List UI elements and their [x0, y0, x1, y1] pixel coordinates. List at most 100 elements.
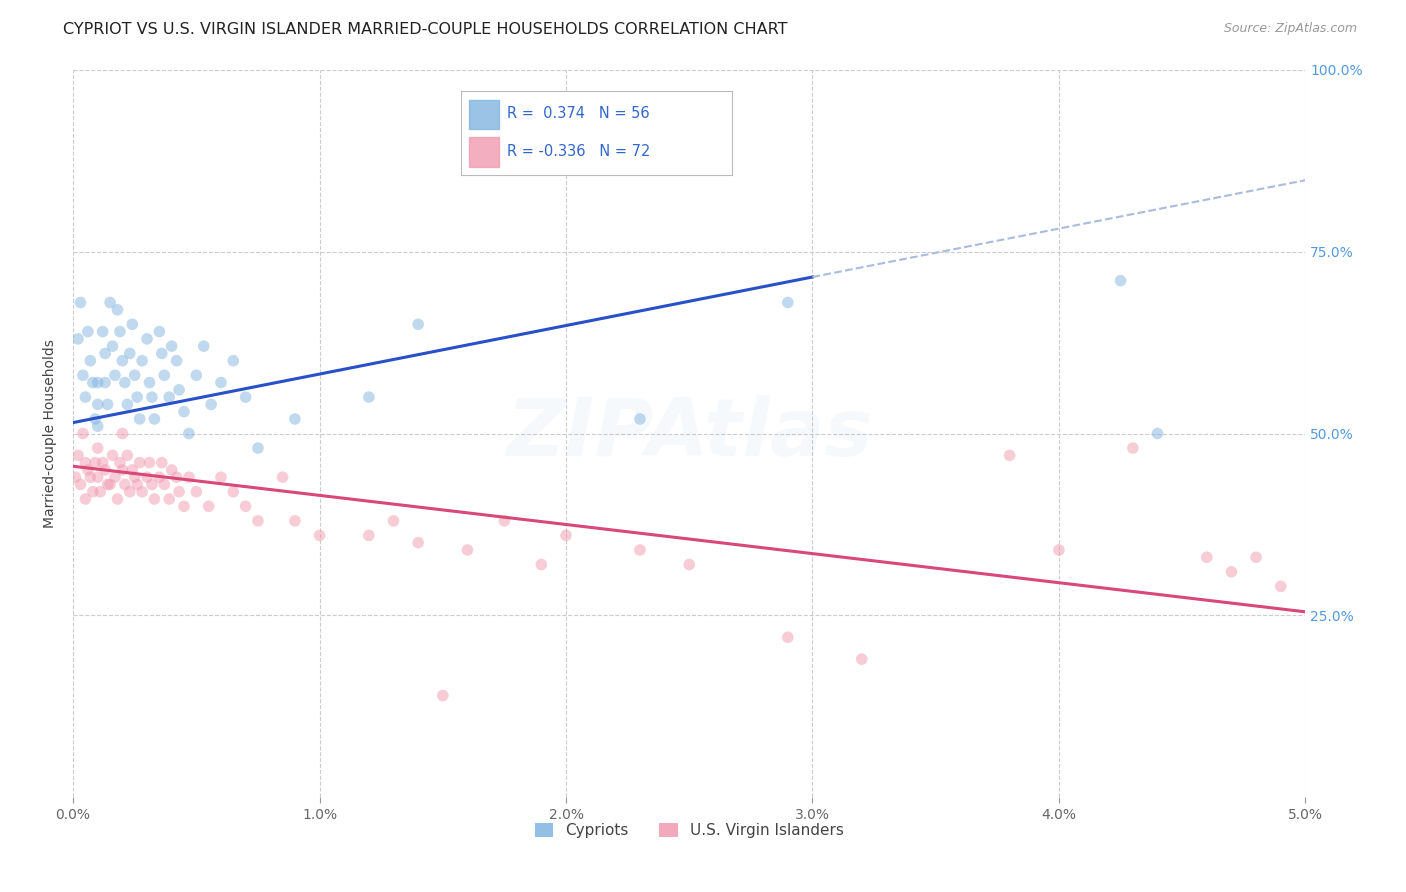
Point: [186, 368, 208, 383]
Point: [1220, 565, 1243, 579]
Point: [91, 456, 114, 470]
Point: [104, 368, 127, 383]
Point: [69, 477, 91, 491]
Point: [114, 376, 136, 390]
Point: [284, 412, 307, 426]
Point: [75, 390, 97, 404]
Point: [209, 376, 232, 390]
Point: [84, 412, 107, 426]
Point: [79, 470, 101, 484]
Point: [98, 295, 121, 310]
Point: [678, 558, 700, 572]
Point: [193, 339, 215, 353]
Point: [138, 376, 160, 390]
Y-axis label: Married-couple Households: Married-couple Households: [44, 339, 58, 528]
Point: [160, 339, 183, 353]
Point: [357, 390, 380, 404]
Point: [66, 448, 89, 462]
Point: [153, 368, 176, 383]
Point: [89, 484, 111, 499]
Point: [148, 325, 170, 339]
Point: [1270, 579, 1292, 593]
Point: [91, 325, 114, 339]
Point: [157, 491, 180, 506]
Point: [382, 514, 405, 528]
Point: [128, 456, 150, 470]
Point: [87, 470, 110, 484]
Point: [114, 477, 136, 491]
Point: [124, 368, 146, 383]
Point: [136, 470, 159, 484]
Point: [87, 419, 110, 434]
Point: [1109, 274, 1132, 288]
Point: [308, 528, 330, 542]
Point: [1146, 426, 1168, 441]
Point: [72, 368, 94, 383]
Point: [84, 456, 107, 470]
Point: [851, 652, 873, 666]
Point: [111, 426, 134, 441]
Point: [104, 470, 127, 484]
Point: [1047, 543, 1070, 558]
Point: [148, 470, 170, 484]
Point: [128, 412, 150, 426]
Point: [555, 528, 578, 542]
Point: [136, 332, 159, 346]
Point: [776, 630, 799, 644]
Point: [118, 346, 141, 360]
Point: [153, 477, 176, 491]
Point: [177, 470, 200, 484]
Point: [222, 484, 245, 499]
Point: [121, 463, 143, 477]
Point: [143, 491, 166, 506]
Point: [94, 346, 117, 360]
Point: [530, 558, 553, 572]
Point: [87, 441, 110, 455]
Point: [456, 543, 478, 558]
Text: Source: ZipAtlas.com: Source: ZipAtlas.com: [1223, 22, 1357, 36]
Point: [406, 318, 429, 332]
Point: [166, 353, 188, 368]
Point: [107, 302, 129, 317]
Point: [87, 397, 110, 411]
Point: [87, 376, 110, 390]
Point: [107, 491, 129, 506]
Point: [141, 390, 163, 404]
Point: [108, 325, 131, 339]
Point: [66, 332, 89, 346]
Point: [117, 448, 139, 462]
Point: [77, 325, 100, 339]
Point: [628, 543, 651, 558]
Point: [97, 477, 120, 491]
Point: [121, 318, 143, 332]
Point: [97, 397, 120, 411]
Point: [998, 448, 1021, 462]
Point: [200, 397, 222, 411]
Point: [131, 484, 153, 499]
Point: [117, 397, 139, 411]
Point: [271, 470, 294, 484]
Point: [79, 353, 101, 368]
Point: [150, 346, 173, 360]
Point: [82, 376, 104, 390]
Point: [75, 456, 97, 470]
Legend: Cypriots, U.S. Virgin Islanders: Cypriots, U.S. Virgin Islanders: [529, 817, 849, 845]
Point: [69, 295, 91, 310]
Point: [65, 470, 87, 484]
Text: ZIPAtlas: ZIPAtlas: [506, 394, 872, 473]
Point: [776, 295, 799, 310]
Point: [209, 470, 232, 484]
Point: [235, 500, 257, 514]
Point: [167, 484, 190, 499]
Point: [284, 514, 307, 528]
Point: [173, 500, 195, 514]
Point: [1244, 550, 1267, 565]
Point: [82, 484, 104, 499]
Point: [157, 390, 180, 404]
Point: [77, 463, 100, 477]
Point: [494, 514, 516, 528]
Point: [111, 463, 134, 477]
Point: [111, 353, 134, 368]
Point: [160, 463, 183, 477]
Point: [101, 448, 124, 462]
